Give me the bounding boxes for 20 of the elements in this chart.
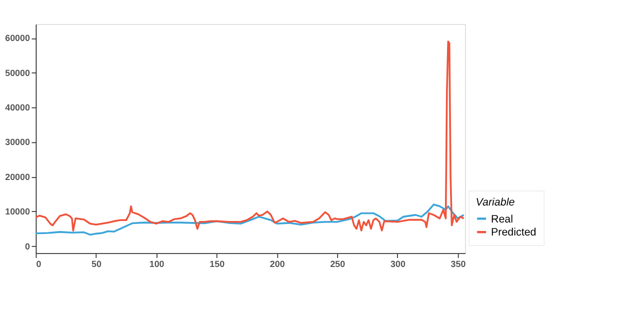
legend-label: Real: [490, 213, 514, 226]
y-tick-label: 10000: [5, 206, 30, 217]
y-tick-label: 60000: [5, 33, 30, 44]
legend-label: Predicted: [490, 226, 536, 239]
legend-title: Variable: [476, 196, 515, 209]
x-tick-label: 100: [149, 258, 164, 269]
line-series: [34, 40, 465, 232]
y-tick-label: 30000: [5, 137, 30, 148]
line-series: [34, 204, 465, 236]
y-tick-label: 20000: [5, 172, 30, 182]
x-tick-label: 200: [270, 258, 285, 269]
x-tick-label: 150: [210, 258, 225, 269]
y-tick-label: 50000: [5, 68, 30, 78]
x-tick-label: 300: [390, 258, 406, 269]
y-tick-label: 40000: [5, 102, 30, 113]
x-tick-label: 350: [450, 258, 466, 269]
y-tick-label: 0: [24, 241, 30, 252]
x-tick-label: 0: [36, 258, 42, 269]
x-tick-label: 50: [92, 258, 102, 269]
x-tick-label: 250: [330, 258, 346, 269]
